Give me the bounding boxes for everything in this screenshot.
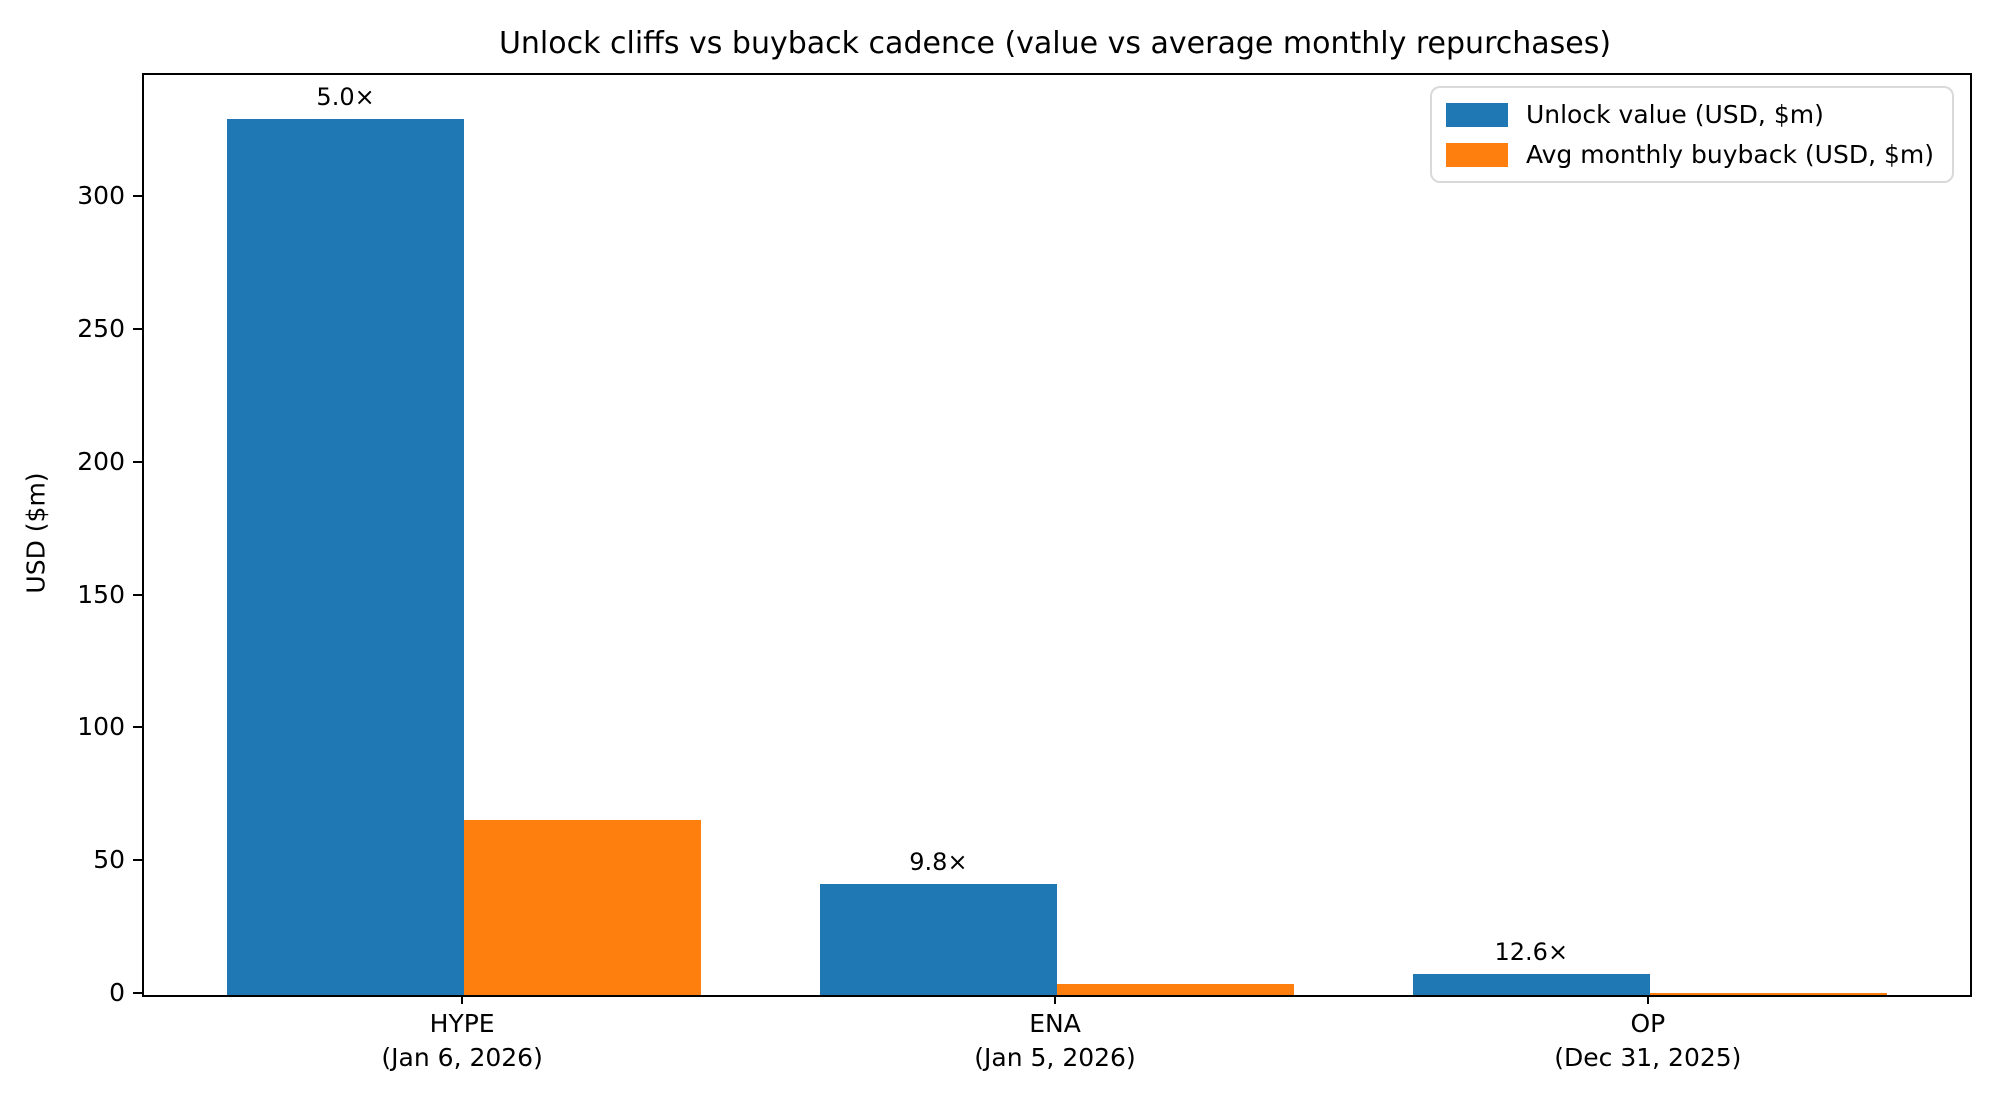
legend-swatch-buyback bbox=[1445, 142, 1508, 167]
legend-label-buyback: Avg monthly buyback (USD, $m) bbox=[1525, 140, 1934, 169]
x-tick-mark bbox=[461, 995, 464, 1004]
bar-annotation-op: 12.6× bbox=[1494, 937, 1569, 966]
x-tick-label-ena: ENA (Jan 5, 2026) bbox=[974, 1007, 1135, 1075]
x-tick-label-op: OP (Dec 31, 2025) bbox=[1554, 1007, 1741, 1075]
bar-buyback-ena bbox=[1057, 983, 1295, 995]
y-tick-mark bbox=[133, 328, 142, 331]
y-tick-mark bbox=[133, 460, 142, 463]
x-tick-mark bbox=[1646, 995, 1649, 1004]
y-tick-label: 0 bbox=[109, 978, 125, 1007]
y-axis-label: USD ($m) bbox=[21, 472, 51, 594]
category-ticker: HYPE bbox=[429, 1009, 495, 1038]
y-tick-label: 250 bbox=[77, 314, 125, 344]
y-tick-label: 300 bbox=[77, 181, 125, 211]
category-date: (Jan 5, 2026) bbox=[974, 1043, 1136, 1072]
bar-buyback-hype bbox=[464, 819, 702, 995]
y-tick-mark bbox=[133, 859, 142, 862]
x-tick-label-hype: HYPE (Jan 6, 2026) bbox=[381, 1007, 542, 1075]
plot-area: 5.0× 9.8× 12.6× bbox=[142, 73, 1972, 997]
legend-label-unlock: Unlock value (USD, $m) bbox=[1525, 100, 1824, 129]
y-tick-label: 50 bbox=[93, 845, 125, 875]
y-tick-label: 100 bbox=[77, 712, 125, 742]
bar-unlock-op bbox=[1412, 973, 1650, 995]
category-ticker: ENA bbox=[1029, 1009, 1081, 1038]
category-date: (Dec 31, 2025) bbox=[1554, 1043, 1742, 1072]
bar-unlock-ena bbox=[819, 883, 1057, 995]
y-tick-label: 200 bbox=[77, 446, 125, 476]
y-tick-label: 150 bbox=[77, 579, 125, 609]
category-date: (Jan 6, 2026) bbox=[381, 1043, 543, 1072]
y-tick-mark bbox=[133, 593, 142, 596]
y-tick-mark bbox=[133, 992, 142, 994]
y-tick-mark bbox=[133, 195, 142, 198]
legend: Unlock value (USD, $m) Avg monthly buybac… bbox=[1429, 86, 1954, 183]
bar-annotation-hype: 5.0× bbox=[316, 82, 375, 111]
legend-swatch-unlock bbox=[1445, 102, 1508, 127]
x-tick-mark bbox=[1054, 995, 1056, 1004]
y-tick-mark bbox=[133, 726, 142, 729]
bar-annotation-ena: 9.8× bbox=[909, 847, 968, 876]
legend-row-buyback: Avg monthly buyback (USD, $m) bbox=[1445, 140, 1934, 169]
bar-unlock-hype bbox=[227, 118, 465, 995]
category-ticker: OP bbox=[1630, 1009, 1666, 1038]
legend-row-unlock: Unlock value (USD, $m) bbox=[1445, 100, 1934, 129]
chart-title: Unlock cliffs vs buyback cadence (value … bbox=[498, 26, 1612, 61]
bar-buyback-op bbox=[1649, 993, 1887, 995]
